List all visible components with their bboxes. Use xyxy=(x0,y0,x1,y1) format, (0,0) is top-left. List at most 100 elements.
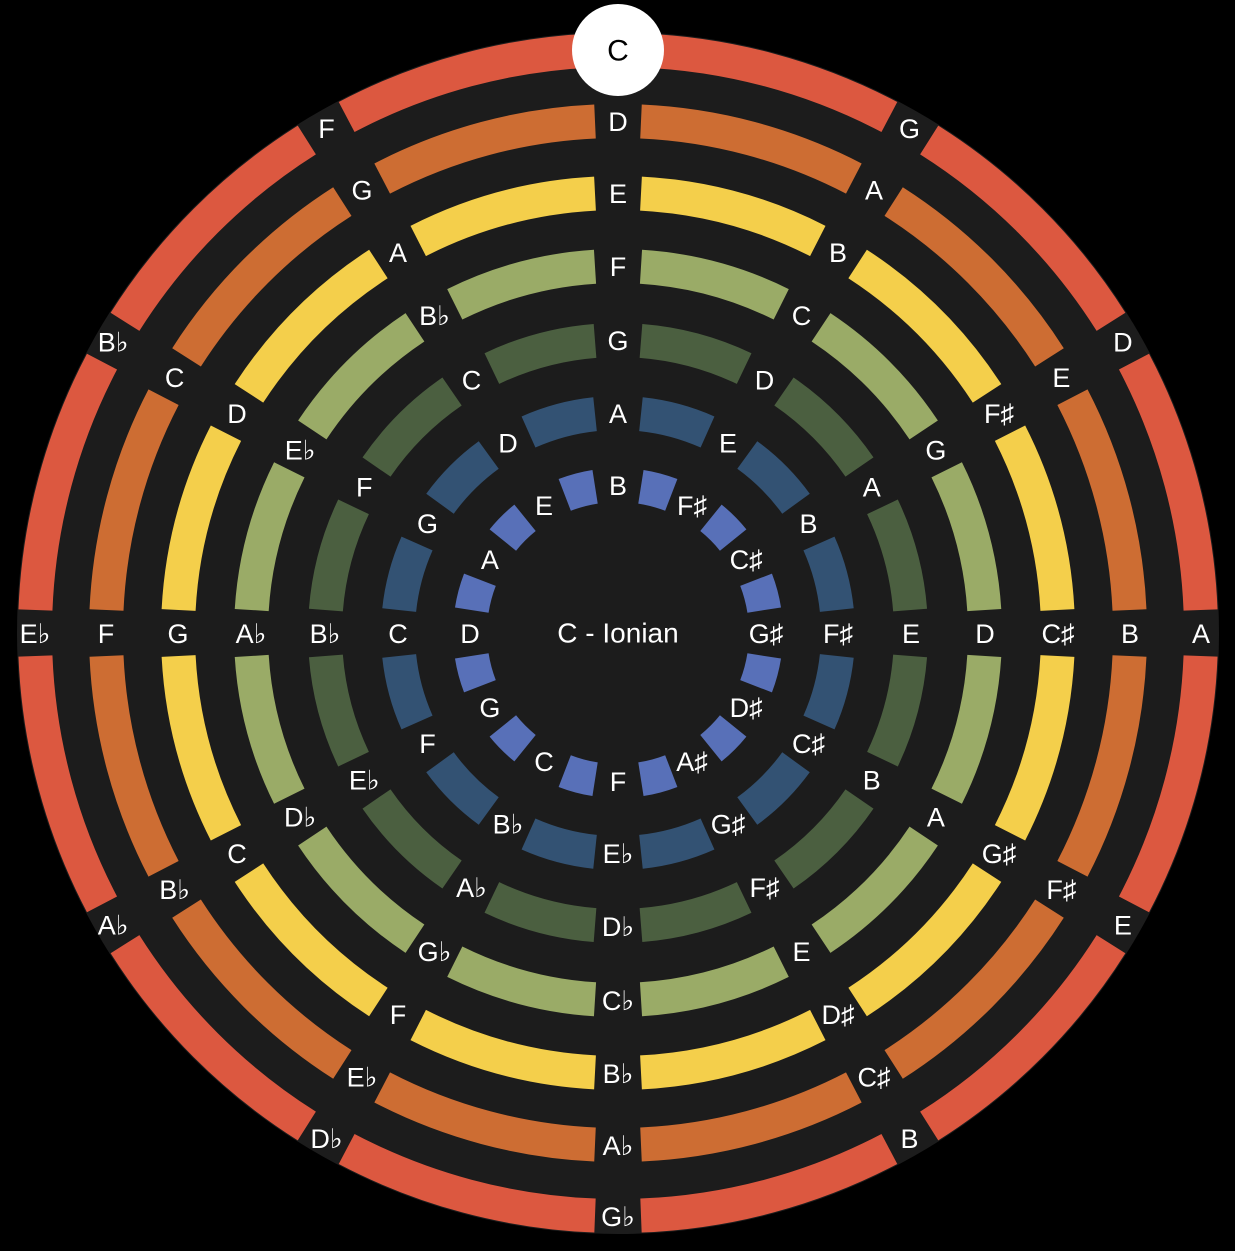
note-label[interactable]: G♯ xyxy=(749,619,784,649)
note-label[interactable]: C xyxy=(227,839,247,869)
note-label[interactable]: E xyxy=(792,937,810,967)
ring-2-arc xyxy=(172,899,352,1079)
ring-5-arc xyxy=(362,377,462,477)
note-label[interactable]: E xyxy=(1114,911,1132,941)
note-label[interactable]: B xyxy=(1121,619,1139,649)
note-label[interactable]: C♯ xyxy=(858,1062,891,1092)
note-label[interactable]: B xyxy=(900,1124,918,1154)
note-label[interactable]: G♯ xyxy=(982,839,1017,869)
note-label[interactable]: G xyxy=(167,619,188,649)
note-label[interactable]: C xyxy=(388,619,408,649)
ring-5-arc xyxy=(308,499,369,612)
note-label[interactable]: C xyxy=(792,301,812,331)
note-label[interactable]: F xyxy=(419,729,436,759)
note-label[interactable]: E♭ xyxy=(20,619,51,649)
note-label[interactable]: A xyxy=(1192,619,1210,649)
note-label[interactable]: D xyxy=(1113,328,1133,358)
note-label[interactable]: E♭ xyxy=(285,436,316,466)
root-note-label[interactable]: C xyxy=(607,35,629,68)
note-label[interactable]: D xyxy=(498,428,518,458)
note-label[interactable]: C♭ xyxy=(602,986,634,1016)
note-label[interactable]: G xyxy=(899,114,920,144)
note-label[interactable]: F xyxy=(390,1000,407,1030)
note-label[interactable]: D xyxy=(460,619,480,649)
note-label[interactable]: D xyxy=(975,619,995,649)
note-label[interactable]: E xyxy=(719,428,737,458)
note-label[interactable]: D♭ xyxy=(602,912,634,942)
ring-7-arc xyxy=(700,504,747,551)
note-label[interactable]: C♯ xyxy=(730,545,763,575)
ring-4-arc xyxy=(931,654,1002,804)
note-label[interactable]: D♯ xyxy=(822,1000,855,1030)
note-label[interactable]: B xyxy=(800,509,818,539)
ring-2-arc xyxy=(374,104,596,194)
note-label[interactable]: D♭ xyxy=(284,803,316,833)
note-label[interactable]: A xyxy=(389,238,407,268)
note-label[interactable]: A♭ xyxy=(236,619,267,649)
note-label[interactable]: G♭ xyxy=(418,937,452,967)
note-label[interactable]: F xyxy=(356,473,373,503)
note-label[interactable]: F xyxy=(318,114,335,144)
note-label[interactable]: A xyxy=(865,176,883,206)
note-label[interactable]: A♭ xyxy=(603,1131,634,1161)
note-label[interactable]: F♯ xyxy=(823,619,853,649)
note-label[interactable]: C♯ xyxy=(1042,619,1075,649)
ring-3-arc xyxy=(848,863,1002,1017)
note-label[interactable]: F xyxy=(610,767,627,797)
note-label[interactable]: G xyxy=(479,693,500,723)
note-label[interactable]: B xyxy=(609,471,627,501)
note-label[interactable]: B♭ xyxy=(310,619,341,649)
note-label[interactable]: A♭ xyxy=(98,911,129,941)
ring-1-arc xyxy=(110,125,316,331)
note-label[interactable]: B xyxy=(863,766,881,796)
note-label[interactable]: E♭ xyxy=(349,766,380,796)
note-label[interactable]: G♭ xyxy=(601,1202,635,1232)
ring-5-arc xyxy=(639,882,752,943)
note-label[interactable]: B xyxy=(829,238,847,268)
note-label[interactable]: A♭ xyxy=(456,873,487,903)
note-label[interactable]: E♭ xyxy=(347,1062,378,1092)
note-label[interactable]: E xyxy=(535,491,553,521)
note-label[interactable]: A xyxy=(481,545,499,575)
root-marker-circle[interactable] xyxy=(572,4,664,96)
note-label[interactable]: D♯ xyxy=(730,693,763,723)
note-label[interactable]: F♯ xyxy=(677,491,707,521)
note-label[interactable]: C xyxy=(462,365,482,395)
note-label[interactable]: E♭ xyxy=(603,839,634,869)
ring-3-arc xyxy=(410,1009,596,1090)
note-label[interactable]: D♭ xyxy=(310,1124,342,1154)
note-label[interactable]: G xyxy=(351,176,372,206)
note-label[interactable]: A xyxy=(863,473,881,503)
note-label[interactable]: D xyxy=(227,399,247,429)
note-label[interactable]: B♭ xyxy=(419,301,450,331)
note-label[interactable]: E xyxy=(1052,363,1070,393)
note-label[interactable]: B♭ xyxy=(603,1059,634,1089)
note-label[interactable]: G xyxy=(925,436,946,466)
ring-7-arc xyxy=(558,469,598,511)
note-label[interactable]: E xyxy=(902,619,920,649)
note-label[interactable]: D xyxy=(608,107,628,137)
note-label[interactable]: F♯ xyxy=(984,399,1014,429)
note-label[interactable]: B♭ xyxy=(98,328,129,358)
note-label[interactable]: F♯ xyxy=(750,873,780,903)
ring-5-arc xyxy=(867,499,928,612)
note-label[interactable]: B♭ xyxy=(159,875,190,905)
note-label[interactable]: F xyxy=(98,619,115,649)
note-label[interactable]: A♯ xyxy=(676,747,708,777)
note-label[interactable]: E xyxy=(609,179,627,209)
note-label[interactable]: F xyxy=(610,252,627,282)
note-label[interactable]: A xyxy=(927,803,945,833)
note-label[interactable]: C xyxy=(534,747,554,777)
note-label[interactable]: G♯ xyxy=(711,810,746,840)
note-label[interactable]: G xyxy=(607,326,628,356)
note-label[interactable]: F♯ xyxy=(1046,875,1076,905)
ring-1-arc xyxy=(18,353,118,611)
ring-5-arc xyxy=(867,654,928,767)
note-label[interactable]: B♭ xyxy=(493,810,524,840)
note-label[interactable]: C xyxy=(165,363,185,393)
note-label[interactable]: D xyxy=(755,365,775,395)
note-label[interactable]: G xyxy=(417,509,438,539)
note-label[interactable]: C♯ xyxy=(792,729,825,759)
note-label[interactable]: A xyxy=(609,399,627,429)
root-marker[interactable]: C xyxy=(572,4,664,96)
